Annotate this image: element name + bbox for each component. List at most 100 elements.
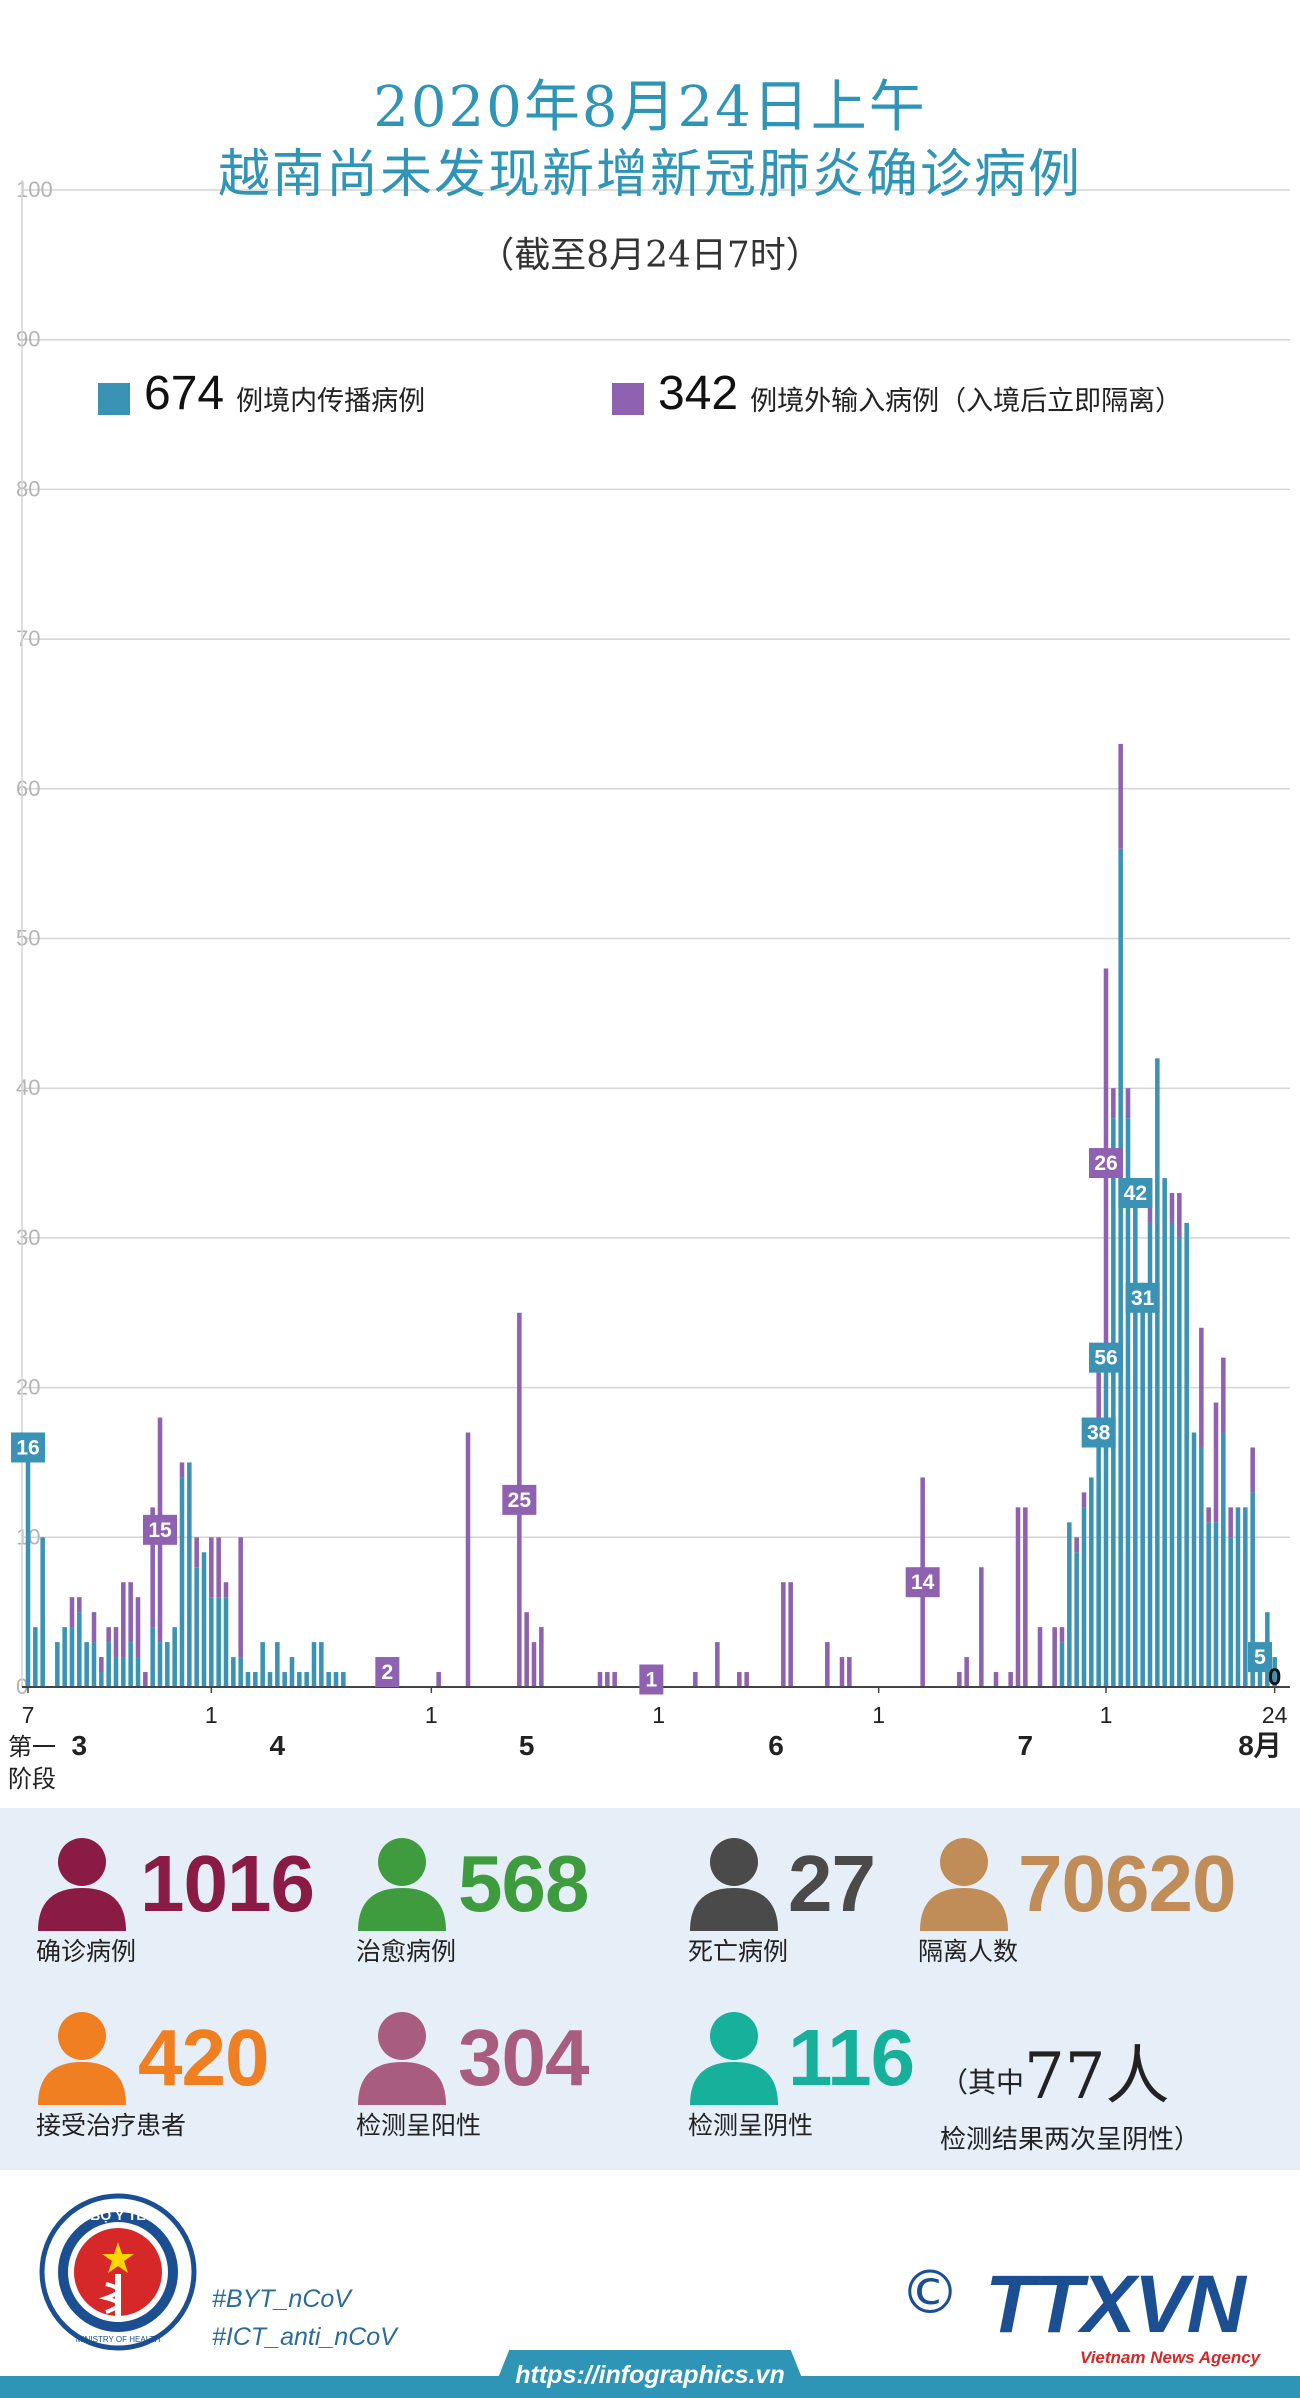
- bar-imported: [744, 1672, 749, 1687]
- title-headline: 越南尚未发现新增新冠肺炎确诊病例: [217, 145, 1082, 205]
- value-label-box: [1089, 1342, 1123, 1373]
- bar-imported: [605, 1672, 610, 1687]
- bar-imported: [194, 1537, 199, 1568]
- bar-domestic: [209, 1597, 214, 1687]
- bar-imported: [143, 1672, 148, 1687]
- bar-domestic: [1228, 1537, 1233, 1687]
- stats-panel: 1016 确诊病例 568 治愈病例 27 死亡病例 70620 隔离人数 420 接受治疗患者 3…: [0, 1808, 1300, 2170]
- value-label: 14: [911, 1571, 935, 1594]
- value-label-box: [11, 1432, 45, 1463]
- person-icon: [358, 1838, 446, 1931]
- bar-domestic: [1074, 1552, 1079, 1687]
- title-date: 2020年8月24日上午: [373, 75, 927, 140]
- value-label-box: [1089, 1148, 1123, 1179]
- bar-imported: [465, 1432, 471, 1687]
- value-label: 0: [1268, 1664, 1281, 1691]
- bar-domestic: [245, 1672, 251, 1687]
- bar-imported: [1177, 1192, 1182, 1238]
- subtitle: （截至8月24日7时）: [478, 235, 822, 276]
- bar-domestic: [1235, 1507, 1241, 1687]
- bar-imported: [209, 1537, 214, 1598]
- bar-imported: [1008, 1672, 1013, 1687]
- value-label-box: [639, 1664, 664, 1695]
- legend-domestic-swatch: [98, 382, 130, 415]
- bar-domestic: [1177, 1237, 1182, 1687]
- hashtag-byt[interactable]: #BYT_nCoV: [212, 2285, 351, 2313]
- stat-value: 568: [458, 1839, 589, 1928]
- bar-domestic: [311, 1642, 317, 1687]
- ministry-logo-icon: BỘ Y TẾ MINISTRY OF HEALTH: [39, 2193, 197, 2351]
- bar-domestic: [33, 1627, 38, 1687]
- bar-imported: [612, 1672, 617, 1687]
- phase-label: 阶段: [8, 1765, 56, 1793]
- bar-domestic: [128, 1642, 133, 1687]
- x-tick-label: 7: [22, 1702, 35, 1728]
- bar-domestic: [99, 1672, 104, 1687]
- agency-subtitle: Vietnam News Agency: [1080, 2348, 1261, 2367]
- bar-imported: [216, 1537, 221, 1598]
- x-tick-label: 1: [425, 1702, 438, 1728]
- person-icon: [690, 1838, 778, 1931]
- value-label-box: [1081, 1417, 1116, 1448]
- stat-value: 304: [458, 2013, 589, 2102]
- bar-domestic: [1155, 1058, 1160, 1687]
- bar-domestic: [40, 1537, 45, 1687]
- bar-imported: [737, 1672, 742, 1687]
- bar-imported: [693, 1672, 698, 1687]
- bar-imported: [1213, 1402, 1219, 1523]
- bar-domestic: [1125, 1118, 1131, 1687]
- stat-label: 确诊病例: [36, 1937, 137, 1966]
- bar-imported: [788, 1582, 793, 1687]
- bar-domestic: [1140, 1297, 1145, 1687]
- bar-domestic: [113, 1657, 119, 1687]
- stat-label: 隔离人数: [918, 1937, 1019, 1966]
- bar-imported: [1096, 1372, 1101, 1433]
- bar-domestic: [1162, 1178, 1167, 1687]
- value-label: 1: [645, 1669, 657, 1692]
- bar-domestic: [179, 1477, 185, 1687]
- bar-domestic: [231, 1657, 236, 1687]
- stat-value: 1016: [140, 1839, 315, 1928]
- value-label: 5: [1254, 1646, 1266, 1669]
- bar-imported: [223, 1582, 229, 1598]
- bar-domestic: [282, 1672, 287, 1687]
- phase-label: 第一: [8, 1733, 56, 1761]
- hashtag-ict[interactable]: #ICT_anti_nCoV: [212, 2323, 397, 2351]
- month-label: 8月: [1238, 1730, 1282, 1761]
- bar-domestic: [1272, 1657, 1277, 1687]
- value-label: 15: [148, 1519, 172, 1542]
- note-suffix: 检测结果两次呈阴性）: [940, 2125, 1201, 2155]
- bar-imported: [77, 1597, 82, 1613]
- y-tick-label: 90: [16, 327, 40, 352]
- bar-imported: [964, 1657, 969, 1687]
- bar-imported: [150, 1507, 155, 1628]
- bar-domestic: [1191, 1432, 1197, 1687]
- logo-text: BỘ Y TẾ: [90, 2206, 146, 2223]
- bar-imported: [839, 1657, 845, 1687]
- bar-imported: [531, 1642, 537, 1687]
- site-url-link[interactable]: https://infographics.vn: [515, 2361, 785, 2389]
- bar-domestic: [150, 1627, 155, 1687]
- value-label: 56: [1094, 1347, 1117, 1370]
- value-label-box: [1118, 1177, 1153, 1208]
- bar-domestic: [201, 1552, 207, 1687]
- x-tick-label: 1: [652, 1702, 665, 1728]
- bar-imported: [1169, 1192, 1175, 1223]
- stat-value: 420: [138, 2013, 269, 2102]
- bar-domestic: [1089, 1477, 1094, 1687]
- bar-domestic: [121, 1657, 126, 1687]
- url-tab: [490, 2350, 810, 2398]
- stat-label: 治愈病例: [356, 1937, 457, 1966]
- legend-imported-count: 342: [658, 367, 739, 420]
- bar-domestic: [267, 1672, 273, 1687]
- bar-domestic: [165, 1642, 170, 1687]
- value-label: 42: [1124, 1182, 1147, 1205]
- value-label-box: [143, 1514, 177, 1545]
- legend-domestic-count: 674: [144, 367, 225, 420]
- value-label-box: [1125, 1282, 1160, 1313]
- legend-imported-label: 例境外输入病例（入境后立即隔离）: [750, 386, 1183, 417]
- bar-domestic: [333, 1672, 339, 1687]
- x-tick-label: 24: [1262, 1702, 1288, 1728]
- bar-domestic: [275, 1642, 280, 1687]
- bar-domestic: [1067, 1522, 1072, 1687]
